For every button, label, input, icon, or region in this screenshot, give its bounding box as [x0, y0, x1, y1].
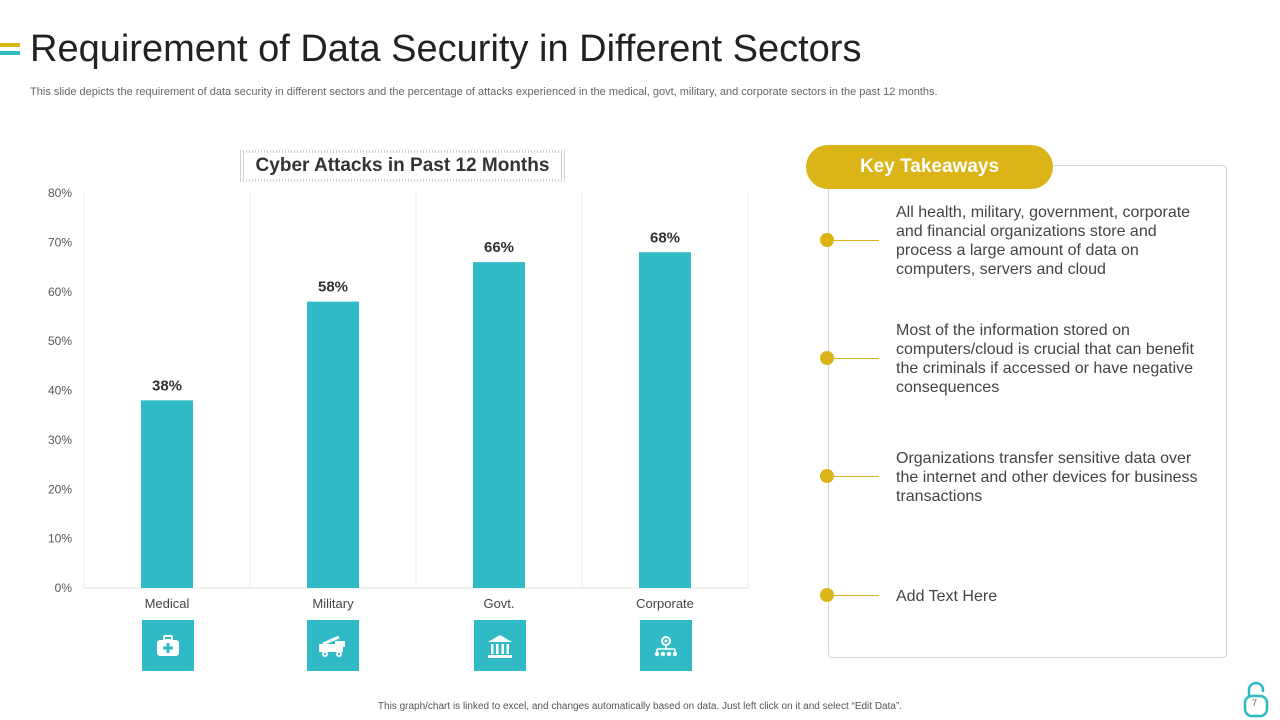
medical-icon-box [142, 620, 194, 671]
takeaway-bullet-1 [820, 233, 834, 247]
takeaway-connector-3 [834, 476, 879, 477]
military-vehicle-icon [319, 635, 345, 657]
medical-kit-icon [157, 634, 179, 656]
y-tick-label: 40% [48, 384, 72, 398]
takeaway-bullet-3 [820, 469, 834, 483]
x-tick-label: Military [312, 596, 354, 611]
takeaway-bullet-2 [820, 351, 834, 365]
y-tick-label: 10% [48, 532, 72, 546]
corporate-icon-box [640, 620, 692, 671]
bar[interactable] [639, 252, 691, 588]
y-tick-label: 30% [48, 433, 72, 447]
y-tick-label: 80% [48, 186, 72, 200]
title-accent-yellow [0, 43, 20, 47]
bar[interactable] [141, 400, 193, 588]
takeaway-text-1: All health, military, government, corpor… [896, 204, 1191, 278]
bar[interactable] [307, 301, 359, 588]
chart-title-box: Cyber Attacks in Past 12 Months [240, 150, 565, 182]
military-icon-box [307, 620, 359, 671]
x-tick-label: Corporate [636, 596, 694, 611]
y-tick-label: 50% [48, 334, 72, 348]
bar-value-label: 68% [650, 229, 680, 246]
bar-value-label: 66% [484, 239, 514, 256]
takeaways-title: Key Takeaways [806, 145, 1053, 189]
x-tick-label: Govt. [483, 596, 514, 611]
y-tick-label: 70% [48, 235, 72, 249]
page-number: 7 [1252, 698, 1258, 708]
bar[interactable] [473, 262, 525, 588]
y-tick-label: 0% [55, 581, 73, 595]
page-subtitle: This slide depicts the requirement of da… [30, 86, 938, 98]
footnote: This graph/chart is linked to excel, and… [377, 701, 903, 712]
takeaways-panel [828, 165, 1227, 658]
government-building-icon [488, 634, 512, 658]
corporate-network-icon [654, 635, 678, 656]
bar-value-label: 38% [152, 377, 182, 394]
padlock-icon [1243, 681, 1269, 718]
takeaway-text-3: Organizations transfer sensitive data ov… [896, 450, 1198, 505]
takeaway-connector-1 [834, 240, 879, 241]
takeaway-connector-2 [834, 358, 879, 359]
takeaway-text-2: Most of the information stored on comput… [896, 322, 1194, 396]
bar-chart[interactable]: 0% 10% 20% 30% 40% 50% 60% 70% 80% 38% Medical 58% M… [0, 0, 800, 620]
bar-value-label: 58% [318, 279, 348, 296]
title-accent-teal [0, 51, 20, 55]
y-tick-label: 20% [48, 482, 72, 496]
government-icon-box [474, 620, 526, 671]
y-tick-label: 60% [48, 285, 72, 299]
takeaway-text-4: Add Text Here [896, 588, 998, 605]
page-title: Requirement of Data Security in Differen… [30, 28, 862, 70]
x-tick-label: Medical [145, 596, 190, 611]
takeaway-connector-4 [834, 595, 879, 596]
chart-title: Cyber Attacks in Past 12 Months [245, 153, 560, 179]
takeaway-bullet-4 [820, 588, 834, 602]
